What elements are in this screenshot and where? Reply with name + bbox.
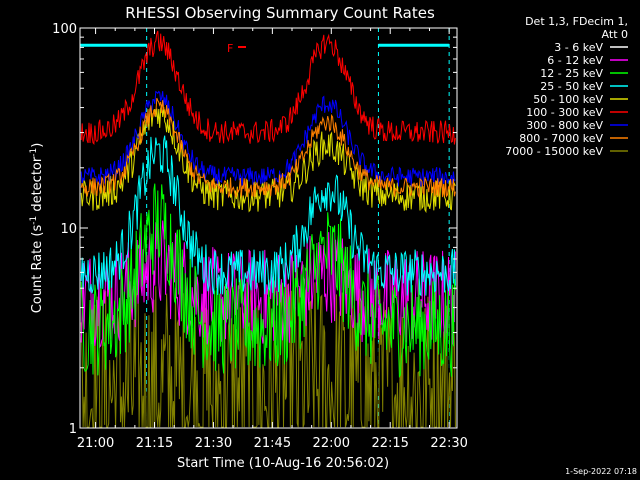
x-axis-label: Start Time (10-Aug-16 20:56:02) xyxy=(177,456,389,471)
legend-label: 300 - 800 keV xyxy=(526,119,603,132)
y-axis-label: Count Rate (s-1 detector-1) xyxy=(29,143,45,314)
series-line xyxy=(80,30,456,146)
x-tick-label: 21:30 xyxy=(195,436,232,451)
x-tick-label: 22:15 xyxy=(371,436,408,451)
y-label-end: ) xyxy=(30,143,45,148)
flare-flag-bar xyxy=(238,46,246,48)
legend-header-2: Att 0 xyxy=(602,28,628,41)
y-label-sup1: -1 xyxy=(29,216,39,225)
legend-label: 25 - 50 keV xyxy=(540,80,603,93)
series-line xyxy=(80,90,456,187)
axis-ticks: 21:00 21:15 21:30 21:45 22:00 22:15 22:30 1 10 10… xyxy=(52,22,468,451)
legend-label: 3 - 6 keV xyxy=(554,41,603,54)
flare-flag: F xyxy=(227,42,233,55)
x-tick-label: 22:00 xyxy=(313,436,350,451)
series-line xyxy=(80,135,456,297)
legend-label: 50 - 100 keV xyxy=(533,93,603,106)
series-line xyxy=(80,282,456,428)
series-line xyxy=(80,183,456,378)
timestamp: 1-Sep-2022 07:18 xyxy=(565,467,637,476)
legend-label: 100 - 300 keV xyxy=(526,106,603,119)
legend-label: 7000 - 15000 keV xyxy=(505,145,603,158)
legend-label: 12 - 25 keV xyxy=(540,67,603,80)
legend-header-1: Det 1,3, FDecim 1, xyxy=(525,15,628,28)
y-label-mid: detector xyxy=(30,156,45,216)
data-layer xyxy=(80,28,456,429)
x-tick-label: 21:45 xyxy=(254,436,291,451)
chart-title: RHESSI Observing Summary Count Rates xyxy=(125,4,435,22)
series-line xyxy=(80,97,456,199)
y-tick-label: 10 xyxy=(60,222,77,237)
x-tick-label: 21:15 xyxy=(136,436,173,451)
legend-label: 6 - 12 keV xyxy=(547,54,603,67)
x-tick-label: 22:30 xyxy=(430,436,467,451)
x-tick-label: 21:00 xyxy=(77,436,114,451)
y-tick-label: 1 xyxy=(69,422,77,437)
legend-label: 800 - 7000 keV xyxy=(519,132,603,145)
y-label-main: Count Rate (s xyxy=(30,225,45,314)
y-tick-label: 100 xyxy=(52,22,77,37)
y-label-sup2: -1 xyxy=(29,148,39,157)
